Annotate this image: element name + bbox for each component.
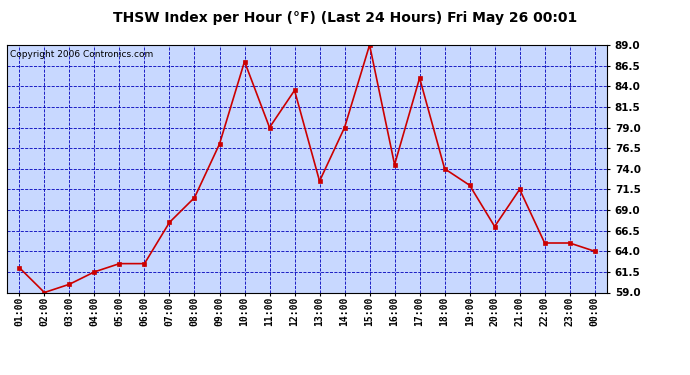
Text: Copyright 2006 Contronics.com: Copyright 2006 Contronics.com bbox=[10, 50, 153, 59]
Text: THSW Index per Hour (°F) (Last 24 Hours) Fri May 26 00:01: THSW Index per Hour (°F) (Last 24 Hours)… bbox=[113, 11, 577, 25]
